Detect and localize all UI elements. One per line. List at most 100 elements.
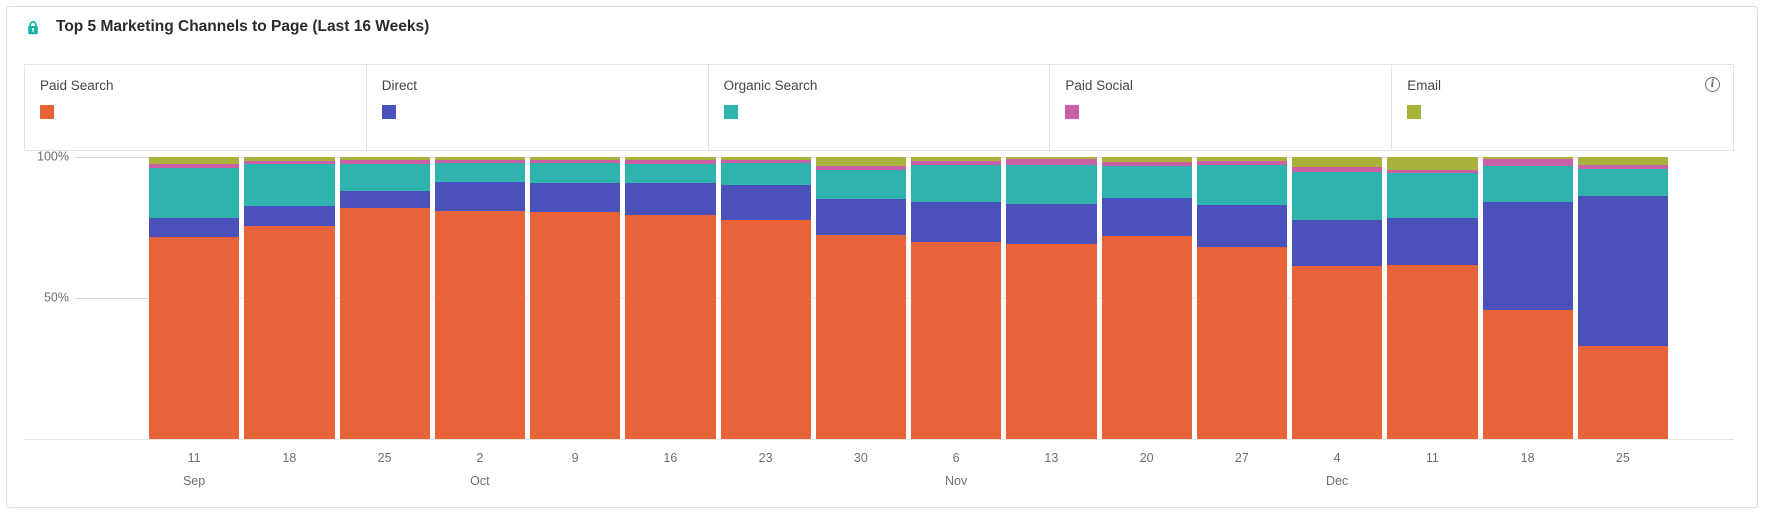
bar-oct-9[interactable]	[530, 157, 621, 439]
segment-paid-search[interactable]	[1292, 266, 1383, 439]
segment-email[interactable]	[1292, 157, 1383, 168]
segment-paid-social[interactable]	[1006, 159, 1097, 165]
segment-email[interactable]	[911, 157, 1002, 162]
segment-paid-social[interactable]	[1482, 158, 1573, 167]
segment-direct[interactable]	[244, 206, 335, 227]
segment-direct[interactable]	[530, 183, 621, 212]
segment-paid-social[interactable]	[625, 159, 716, 165]
bar-dec-4[interactable]	[1292, 157, 1383, 439]
segment-paid-social[interactable]	[339, 159, 430, 165]
segment-email[interactable]	[815, 157, 906, 167]
segment-paid-search[interactable]	[1577, 346, 1668, 439]
segment-email[interactable]	[1196, 157, 1287, 161]
segment-paid-search[interactable]	[625, 214, 716, 439]
segment-organic-search[interactable]	[149, 168, 240, 218]
segment-organic-search[interactable]	[625, 164, 716, 184]
legend-item-paid-social[interactable]: Paid Social	[1049, 65, 1391, 150]
segment-paid-search[interactable]	[339, 207, 430, 439]
segment-organic-search[interactable]	[1387, 173, 1478, 219]
bar-nov-27[interactable]	[1196, 157, 1287, 439]
segment-email[interactable]	[1577, 157, 1668, 166]
segment-email[interactable]	[1101, 157, 1192, 163]
bar-nov-6[interactable]	[911, 157, 1002, 439]
segment-paid-social[interactable]	[1387, 169, 1478, 174]
segment-paid-social[interactable]	[1577, 165, 1668, 170]
segment-direct[interactable]	[1482, 202, 1573, 311]
segment-direct[interactable]	[149, 217, 240, 238]
segment-direct[interactable]	[434, 181, 525, 211]
bar-dec-18[interactable]	[1482, 157, 1573, 439]
segment-organic-search[interactable]	[1006, 164, 1097, 204]
segment-organic-search[interactable]	[911, 165, 1002, 203]
segment-paid-social[interactable]	[149, 164, 240, 169]
segment-direct[interactable]	[815, 199, 906, 236]
segment-email[interactable]	[434, 157, 525, 160]
segment-direct[interactable]	[1196, 205, 1287, 247]
segment-paid-social[interactable]	[1196, 160, 1287, 165]
segment-direct[interactable]	[625, 183, 716, 215]
segment-paid-search[interactable]	[149, 237, 240, 439]
segment-organic-search[interactable]	[1196, 164, 1287, 206]
segment-email[interactable]	[720, 157, 811, 160]
segment-organic-search[interactable]	[1101, 166, 1192, 199]
segment-paid-search[interactable]	[244, 226, 335, 439]
segment-paid-social[interactable]	[530, 159, 621, 164]
segment-organic-search[interactable]	[1577, 169, 1668, 196]
bar-nov-13[interactable]	[1006, 157, 1097, 439]
segment-direct[interactable]	[1101, 198, 1192, 236]
segment-organic-search[interactable]	[434, 163, 525, 182]
bar-dec-25[interactable]	[1577, 157, 1668, 439]
legend-item-email[interactable]: Email	[1391, 65, 1733, 150]
segment-paid-social[interactable]	[911, 161, 1002, 166]
segment-email[interactable]	[530, 157, 621, 160]
legend-item-organic-search[interactable]: Organic Search	[707, 65, 1050, 150]
legend-item-direct[interactable]: Direct	[365, 65, 708, 150]
segment-organic-search[interactable]	[339, 164, 430, 191]
bar-oct-30[interactable]	[815, 157, 906, 439]
bar-sep-18[interactable]	[244, 157, 335, 439]
bar-oct-2[interactable]	[434, 157, 525, 439]
info-icon[interactable]: i	[1705, 77, 1720, 92]
segment-paid-search[interactable]	[530, 211, 621, 439]
segment-paid-social[interactable]	[720, 159, 811, 164]
segment-organic-search[interactable]	[244, 164, 335, 207]
segment-direct[interactable]	[1006, 203, 1097, 245]
bar-dec-11[interactable]	[1387, 157, 1478, 439]
segment-organic-search[interactable]	[1292, 172, 1383, 221]
bar-oct-16[interactable]	[625, 157, 716, 439]
segment-direct[interactable]	[1292, 220, 1383, 267]
segment-paid-search[interactable]	[1006, 244, 1097, 439]
segment-paid-search[interactable]	[720, 220, 811, 439]
segment-email[interactable]	[1006, 157, 1097, 160]
segment-paid-search[interactable]	[815, 235, 906, 439]
bar-oct-23[interactable]	[720, 157, 811, 439]
segment-organic-search[interactable]	[530, 163, 621, 184]
segment-paid-social[interactable]	[815, 166, 906, 171]
segment-paid-search[interactable]	[1482, 310, 1573, 439]
segment-paid-search[interactable]	[434, 210, 525, 439]
segment-paid-social[interactable]	[434, 159, 525, 164]
segment-organic-search[interactable]	[815, 170, 906, 200]
segment-paid-search[interactable]	[1196, 246, 1287, 439]
segment-organic-search[interactable]	[1482, 166, 1573, 203]
segment-email[interactable]	[244, 157, 335, 161]
segment-direct[interactable]	[1387, 218, 1478, 265]
segment-paid-social[interactable]	[1101, 162, 1192, 167]
bar-sep-11[interactable]	[149, 157, 240, 439]
segment-email[interactable]	[1482, 157, 1573, 159]
segment-organic-search[interactable]	[720, 163, 811, 185]
segment-email[interactable]	[1387, 157, 1478, 170]
segment-direct[interactable]	[1577, 195, 1668, 347]
segment-email[interactable]	[339, 157, 430, 160]
legend-item-paid-search[interactable]: Paid Search	[25, 65, 366, 150]
segment-email[interactable]	[625, 157, 716, 160]
bar-sep-25[interactable]	[339, 157, 430, 439]
segment-paid-social[interactable]	[244, 160, 335, 165]
segment-direct[interactable]	[339, 190, 430, 208]
segment-paid-search[interactable]	[1101, 235, 1192, 439]
segment-direct[interactable]	[911, 202, 1002, 242]
segment-paid-search[interactable]	[911, 241, 1002, 439]
segment-paid-search[interactable]	[1387, 264, 1478, 439]
segment-paid-social[interactable]	[1292, 167, 1383, 173]
segment-direct[interactable]	[720, 184, 811, 221]
